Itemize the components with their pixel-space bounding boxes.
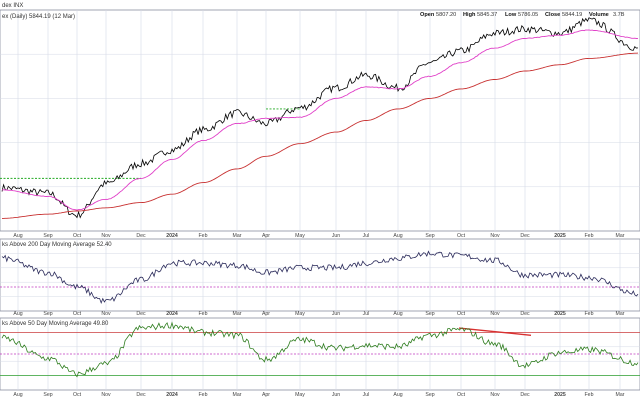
x-tick-label: Feb [199,233,208,239]
x-tick-label: Mar [233,233,242,239]
x-tick-label: Oct [457,233,466,239]
x-tick-label: Nov [101,311,111,317]
x-tick-label: 2024 [166,392,178,398]
x-tick-label: Dec [136,233,146,239]
x-tick-label: Oct [73,233,82,239]
x-tick-label: Dec [520,233,530,239]
x-tick-label: 2024 [166,233,178,239]
x-tick-label: Aug [393,392,402,398]
breadth200-panel-frame [0,238,640,312]
x-tick-label: Sep [425,392,434,398]
x-tick-label: Jun [332,392,340,398]
x-tick-label: Oct [457,311,466,317]
x-tick-label: Jul [363,392,370,398]
x-tick-label: Nov [490,233,500,239]
high-label: High [463,12,476,18]
x-tick-label: Dec [136,392,146,398]
x-tick-label: Dec [520,392,530,398]
x-tick-label: Oct [73,311,82,317]
ma50-line [2,29,639,211]
x-tick-label: Mar [233,392,242,398]
breadth50-title: ks Above 50 Day Moving Average 49.80 [2,321,109,327]
x-tick-label: Dec [136,311,146,317]
x-tick-label: Sep [425,311,434,317]
low-value: 5786.05 [518,12,538,18]
x-tick-label: Mar [616,392,625,398]
x-tick-label: Mar [616,233,625,239]
divergence-line [458,327,532,336]
x-tick-label: May [295,311,305,317]
x-tick-label: Apr [262,392,270,398]
ohlc-readout: Open 5807.20 High 5845.37 Low 5786.05 Cl… [420,12,625,18]
x-tick-label: Aug [13,392,22,398]
x-tick-label: Sep [43,233,52,239]
x-tick-label: 2025 [554,311,566,317]
x-tick-label: Jun [332,233,340,239]
x-tick-label: Aug [393,311,402,317]
x-tick-label: Apr [262,311,270,317]
x-tick-label: Sep [43,311,52,317]
x-tick-label: Feb [199,392,208,398]
close-value: 5844.19 [562,12,582,18]
x-tick-label: Aug [13,311,22,317]
volume-value: 3.7B [613,12,625,18]
x-tick-label: Sep [425,233,434,239]
open-label: Open [420,12,435,18]
x-tick-label: Sep [43,392,52,398]
x-tick-label: Oct [457,392,466,398]
x-axis: Aug Sep Oct Nov Dec 2024 Feb Mar Apr May Jun Jul Aug… [13,233,624,398]
breadth200-line [1,250,639,305]
x-tick-label: Jul [363,311,370,317]
x-tick-label: Feb [199,311,208,317]
breadth200-title: ks Above 200 Day Moving Average 52.40 [2,242,112,248]
x-tick-label: Feb [585,392,594,398]
x-tick-label: Oct [73,392,82,398]
low-label: Low [505,12,517,18]
symbol-label: dex INX [2,3,23,9]
close-label: Close [545,12,560,18]
series-lines [1,17,639,378]
x-tick-label: 2024 [166,311,178,317]
x-tick-label: Nov [490,392,500,398]
ma200-line [2,52,639,219]
x-tick-label: Jul [363,233,370,239]
x-tick-label: Nov [101,233,111,239]
volume-label: Volume [589,12,609,18]
price-series-label: ex (Daily) 5844.19 (12 Mar) [2,14,75,20]
price-panel-frame [0,9,640,232]
x-tick-label: May [295,392,305,398]
x-tick-label: Dec [520,311,530,317]
x-tick-label: Nov [490,311,500,317]
x-tick-label: May [295,233,305,239]
x-tick-label: 2025 [554,233,566,239]
x-tick-label: Aug [13,233,22,239]
x-tick-label: Apr [262,233,270,239]
x-tick-label: Feb [585,233,594,239]
breadth50-line [1,321,639,378]
price-line [1,17,639,219]
x-tick-label: Mar [616,311,625,317]
x-tick-label: Mar [233,311,242,317]
x-tick-label: 2025 [554,392,566,398]
x-tick-label: Jun [332,311,340,317]
high-value: 5845.37 [477,12,497,18]
x-tick-label: Feb [585,311,594,317]
x-tick-label: Nov [101,392,111,398]
x-tick-label: Aug [393,233,402,239]
overlays [0,108,640,376]
open-value: 5807.20 [436,12,456,18]
